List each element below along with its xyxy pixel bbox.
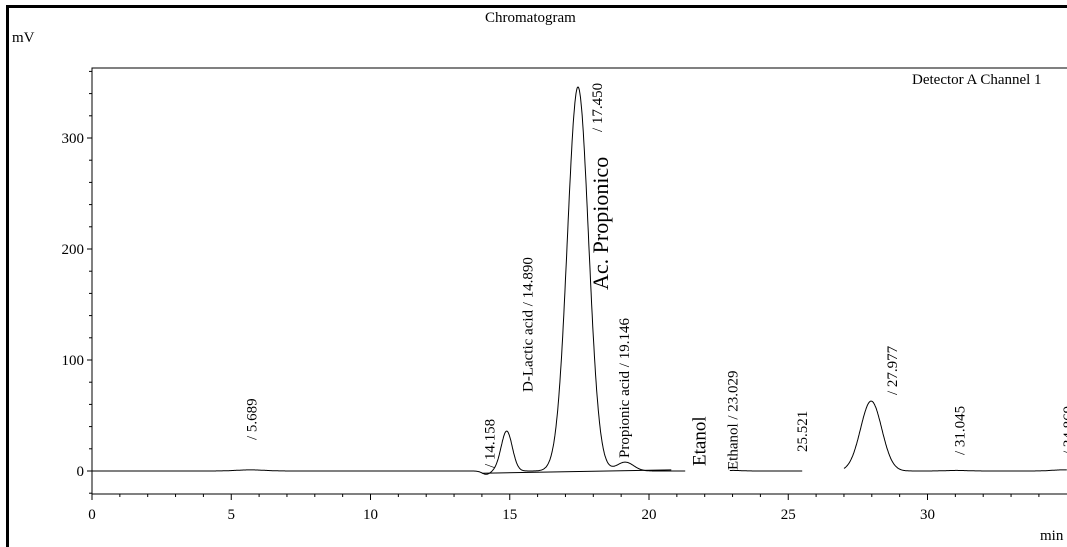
peak-label: Propionic acid / 19.146 bbox=[617, 318, 633, 458]
peak-label: / 31.045 bbox=[953, 406, 969, 455]
annotation-label: Etanol bbox=[689, 416, 710, 466]
y-axis-unit: mV bbox=[12, 30, 35, 46]
peak-label: 25.521 bbox=[795, 411, 811, 452]
chart-frame bbox=[6, 5, 1067, 547]
peak-label: D-Lactic acid / 14.890 bbox=[521, 257, 537, 392]
integration-baseline bbox=[481, 469, 672, 474]
x-tick-label: 25 bbox=[781, 507, 796, 523]
signal-trace bbox=[92, 86, 686, 475]
x-tick-label: 5 bbox=[228, 507, 236, 523]
signal-trace bbox=[729, 469, 803, 472]
peak-label: Ethanol / 23.029 bbox=[725, 370, 741, 470]
chart-title: Chromatogram bbox=[485, 10, 576, 26]
detector-label: Detector A Channel 1 bbox=[912, 72, 1042, 88]
peak-label: / 14.158 bbox=[482, 419, 498, 468]
x-tick-label: 30 bbox=[920, 507, 935, 523]
peak-label: / 17.450 bbox=[590, 83, 606, 132]
y-tick-label: 300 bbox=[62, 131, 85, 147]
peak-label: / 34.869 bbox=[1061, 406, 1067, 455]
plot-area bbox=[91, 67, 1067, 495]
signal-trace bbox=[843, 400, 1067, 472]
peak-label: / 27.977 bbox=[885, 345, 901, 395]
y-tick-label: 0 bbox=[77, 464, 85, 480]
annotation-label: Ac. Propionico bbox=[588, 157, 613, 290]
x-axis-unit: min bbox=[1040, 528, 1064, 544]
x-tick-label: 20 bbox=[642, 507, 657, 523]
x-tick-label: 0 bbox=[88, 507, 96, 523]
x-tick-label: 15 bbox=[502, 507, 517, 523]
y-tick-label: 200 bbox=[62, 242, 85, 258]
y-tick-label: 100 bbox=[62, 353, 85, 369]
peak-label: / 5.689 bbox=[244, 398, 260, 440]
x-tick-label: 10 bbox=[363, 507, 378, 523]
